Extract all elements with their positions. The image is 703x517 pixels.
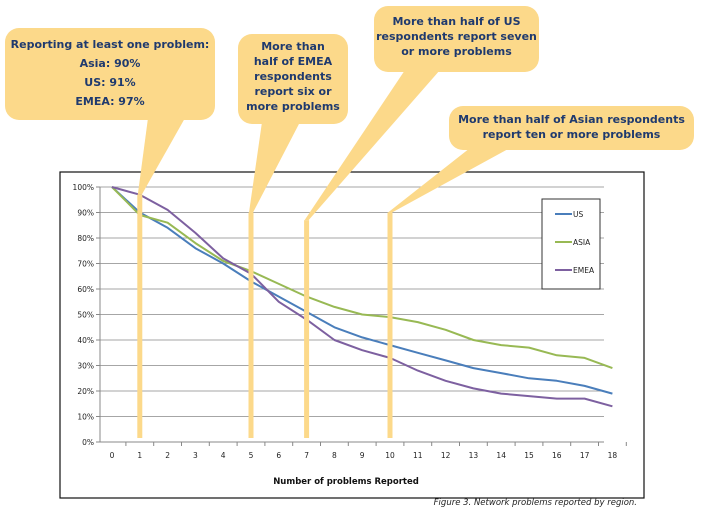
gridlines	[100, 186, 604, 417]
series-line-asia	[111, 186, 613, 370]
callout-box	[374, 6, 539, 72]
y-tick-label: 30%	[77, 362, 94, 371]
callout-text-line: or more problems	[401, 45, 512, 58]
y-tick-label: 20%	[77, 387, 94, 396]
legend-box	[541, 198, 601, 290]
figure-caption: Figure 3. Network problems reported by r…	[434, 498, 637, 508]
legend: US ASIA EMEA	[541, 198, 601, 290]
x-tick-label: 10	[385, 451, 395, 460]
callout-box	[5, 28, 215, 120]
y-tick-label: 10%	[77, 413, 94, 422]
callouts: Reporting at least one problem: Asia: 90%…	[5, 6, 694, 438]
callout-text-line: half of EMEA	[254, 55, 333, 68]
callout-text-line: Asia: 90%	[80, 57, 141, 70]
legend-label-us: US	[573, 210, 583, 219]
x-tick-label: 9	[360, 451, 365, 460]
callout-text-line: More than half of Asian respondents	[458, 113, 685, 126]
x-tick-label: 11	[413, 451, 423, 460]
y-tick-label: 80%	[77, 234, 94, 243]
x-tick-label: 12	[441, 451, 451, 460]
x-tick-label: 18	[608, 451, 618, 460]
x-tick-label: 17	[580, 451, 590, 460]
x-tick-label: 14	[496, 451, 506, 460]
x-tick-label: 2	[165, 451, 170, 460]
x-tick-label: 7	[304, 451, 309, 460]
marker-bar	[137, 194, 143, 438]
y-tick-label: 60%	[77, 285, 94, 294]
legend-label-emea: EMEA	[573, 266, 595, 275]
y-tick-label: 0%	[82, 438, 94, 447]
x-tick-label: 13	[469, 451, 479, 460]
callout-text-line: report ten or more problems	[483, 128, 661, 141]
callout-text-line: US: 91%	[84, 76, 135, 89]
callout-text-line: more problems	[246, 100, 340, 113]
x-tick-label: 1	[137, 451, 142, 460]
callout-text-line: respondents	[254, 70, 332, 83]
x-tick-label: 15	[524, 451, 534, 460]
x-tick-label: 0	[110, 451, 115, 460]
x-tick-label: 5	[249, 451, 254, 460]
callout-pointer	[388, 148, 510, 213]
marker-bar	[304, 220, 310, 438]
x-tick-label: 3	[193, 451, 198, 460]
y-axis-ticks: 0% 10% 20% 30% 40% 50% 60% 70% 80% 90% 100%	[73, 183, 100, 447]
y-tick-label: 90%	[77, 209, 94, 218]
x-tick-label: 8	[332, 451, 337, 460]
callout-box	[238, 34, 348, 124]
series-line-us	[111, 186, 613, 395]
callout-text-line: EMEA: 97%	[75, 95, 144, 108]
x-tick-label: 16	[552, 451, 562, 460]
y-tick-label: 50%	[77, 311, 94, 320]
y-tick-label: 40%	[77, 336, 94, 345]
callout-pointer	[304, 70, 440, 221]
marker-bar	[387, 212, 393, 438]
x-tick-label: 6	[276, 451, 281, 460]
y-tick-label: 70%	[77, 260, 94, 269]
callout-text-line: More than half of US	[392, 15, 520, 28]
x-tick-label: 4	[221, 451, 226, 460]
callout-text-line: Reporting at least one problem:	[11, 38, 210, 51]
callout-text-line: respondents report seven	[376, 30, 537, 43]
x-axis-title: Number of problems Reported	[273, 477, 419, 487]
y-tick-label: 100%	[73, 183, 94, 192]
callout-text-line: report six or	[254, 85, 332, 98]
legend-label-asia: ASIA	[573, 238, 591, 247]
callout-text-line: More than	[261, 40, 325, 53]
series-line-emea	[111, 186, 613, 408]
x-axis-ticks: 0 1 2 3 4 5 6 7 8 9 10 11 12 13 14 15 16 17 18	[110, 442, 627, 460]
marker-bar	[248, 212, 254, 438]
callout-box	[449, 106, 694, 150]
callout-pointer	[137, 118, 185, 195]
series-lines	[111, 186, 613, 408]
callout-pointer	[249, 122, 300, 213]
